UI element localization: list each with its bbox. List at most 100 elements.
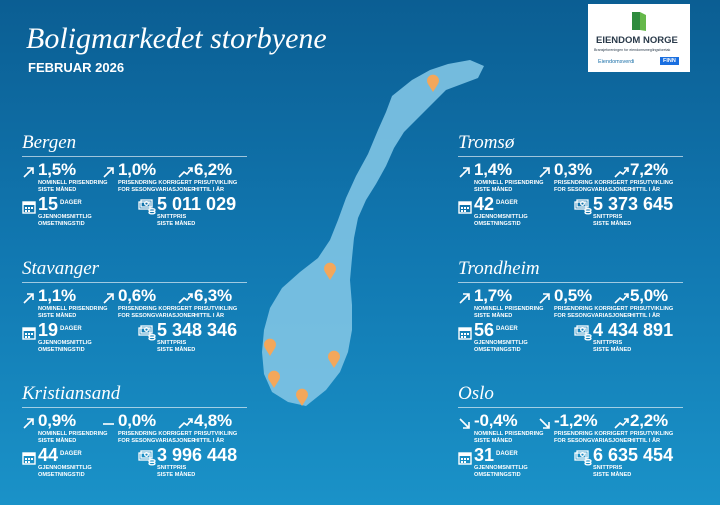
city-name: Trondheim [458, 258, 540, 279]
stat-value: 6,3% [194, 286, 232, 305]
trend-icon [178, 416, 193, 436]
city-name: Tromsø [458, 132, 515, 153]
money-icon [138, 324, 156, 346]
trend-icon [614, 291, 629, 311]
stat-value: 0,0% [118, 411, 156, 430]
map-pins [264, 74, 439, 406]
price-label: SNITTPRIS SISTE MÅNED [593, 214, 632, 227]
stat-label: PRISENDRING KORRIGERT FOR SESONGVARIASJO… [554, 431, 632, 444]
stat-value: 0,6% [118, 286, 156, 305]
direction-icon [458, 165, 473, 185]
money-icon-svg [138, 199, 156, 215]
direction-icon-svg [539, 167, 550, 178]
days-unit: DAGER [496, 451, 518, 457]
days-unit: DAGER [60, 326, 82, 332]
direction-icon-svg [459, 293, 470, 304]
direction-icon [102, 165, 117, 185]
stat-label: NOMINELL PRISENDRING SISTE MÅNED [38, 180, 108, 193]
days-unit: DAGER [60, 451, 82, 457]
trend-icon-svg [178, 293, 193, 304]
stat-label: PRISENDRING KORRIGERT FOR SESONGVARIASJO… [118, 306, 196, 319]
money-icon-svg [138, 450, 156, 466]
days-unit: DAGER [60, 200, 82, 206]
trend-icon [614, 416, 629, 436]
logo-name: EIENDOM NORGE [596, 35, 678, 46]
calendar-icon-svg [458, 327, 472, 340]
price-label: SNITTPRIS SISTE MÅNED [593, 465, 632, 478]
days-unit: DAGER [496, 200, 518, 206]
stat-value: 0,5% [554, 286, 592, 305]
trend-icon-svg [178, 418, 193, 429]
direction-icon [538, 291, 553, 311]
days-label: GJENNOMSNITTLIG OMSETNINGSTID [474, 465, 528, 478]
trend-icon-svg [178, 167, 193, 178]
logo-tagline: Bransjeforeningen for eiendomsmeglingsfo… [594, 48, 671, 52]
stat-label: PRISENDRING KORRIGERT FOR SESONGVARIASJO… [554, 180, 632, 193]
direction-icon [538, 165, 553, 185]
direction-icon-svg [23, 293, 34, 304]
direction-icon [22, 165, 37, 185]
days-value: 42 [474, 194, 495, 214]
price-value: 3 996 448 [157, 445, 238, 465]
stat-value: 2,2% [630, 411, 668, 430]
norway-map [262, 60, 484, 406]
days-value: 15 [38, 194, 59, 214]
stat-value: 6,2% [194, 160, 232, 179]
direction-icon-svg [539, 293, 550, 304]
divider [458, 156, 683, 157]
divider [22, 282, 247, 283]
stat-value: -0,4% [474, 411, 518, 430]
stat-value: 5,0% [630, 286, 668, 305]
partner: Eiendomsverdi [598, 59, 635, 65]
stat-value: 7,2% [630, 160, 668, 179]
divider [458, 282, 683, 283]
calendar-icon [458, 450, 473, 471]
stat-value: 1,1% [38, 286, 76, 305]
calendar-icon [22, 199, 37, 220]
stat-value: 4,8% [194, 411, 232, 430]
stat-value: 0,3% [554, 160, 592, 179]
days-label: GJENNOMSNITTLIG OMSETNINGSTID [38, 340, 92, 353]
calendar-icon-svg [458, 452, 472, 465]
direction-icon-svg [103, 423, 114, 425]
stat-label: NOMINELL PRISENDRING SISTE MÅNED [474, 431, 544, 444]
money-icon [574, 198, 592, 220]
calendar-icon [22, 450, 37, 471]
price-value: 5 373 645 [593, 194, 674, 214]
stat-label: NOMINELL PRISENDRING SISTE MÅNED [38, 306, 108, 319]
stat-label: PRISENDRING KORRIGERT FOR SESONGVARIASJO… [118, 180, 196, 193]
days-value: 31 [474, 445, 495, 465]
city-name: Kristiansand [22, 383, 121, 404]
direction-icon [22, 416, 37, 436]
direction-icon [458, 416, 473, 436]
calendar-icon-svg [458, 201, 472, 214]
logo-icon [632, 12, 646, 31]
price-value: 5 348 346 [157, 320, 238, 340]
stat-label: NOMINELL PRISENDRING SISTE MÅNED [38, 431, 108, 444]
money-icon [138, 449, 156, 471]
stat-value: -1,2% [554, 411, 598, 430]
direction-icon-svg [103, 293, 114, 304]
logo: EIENDOM NORGE Bransjeforeningen for eien… [588, 4, 690, 72]
days-label: GJENNOMSNITTLIG OMSETNINGSTID [38, 214, 92, 227]
stat-label: PRISUTVIKLING HITTIL I ÅR [630, 180, 674, 193]
calendar-icon [458, 199, 473, 220]
stat-label: PRISUTVIKLING HITTIL I ÅR [194, 431, 238, 444]
stat-label: PRISENDRING KORRIGERT FOR SESONGVARIASJO… [554, 306, 632, 319]
stat-value: 1,0% [118, 160, 156, 179]
money-icon [138, 198, 156, 220]
days-label: GJENNOMSNITTLIG OMSETNINGSTID [38, 465, 92, 478]
stat-value: 0,9% [38, 411, 76, 430]
stat-label: PRISUTVIKLING HITTIL I ÅR [194, 180, 238, 193]
price-value: 4 434 891 [593, 320, 674, 340]
trend-icon-svg [614, 418, 629, 429]
stat-value: 1,5% [38, 160, 76, 179]
subtitle: FEBRUAR 2026 [28, 60, 125, 75]
calendar-icon-svg [22, 327, 36, 340]
direction-icon [22, 291, 37, 311]
direction-icon [538, 416, 553, 436]
days-value: 44 [38, 445, 59, 465]
calendar-icon [22, 325, 37, 346]
money-icon-svg [574, 199, 592, 215]
